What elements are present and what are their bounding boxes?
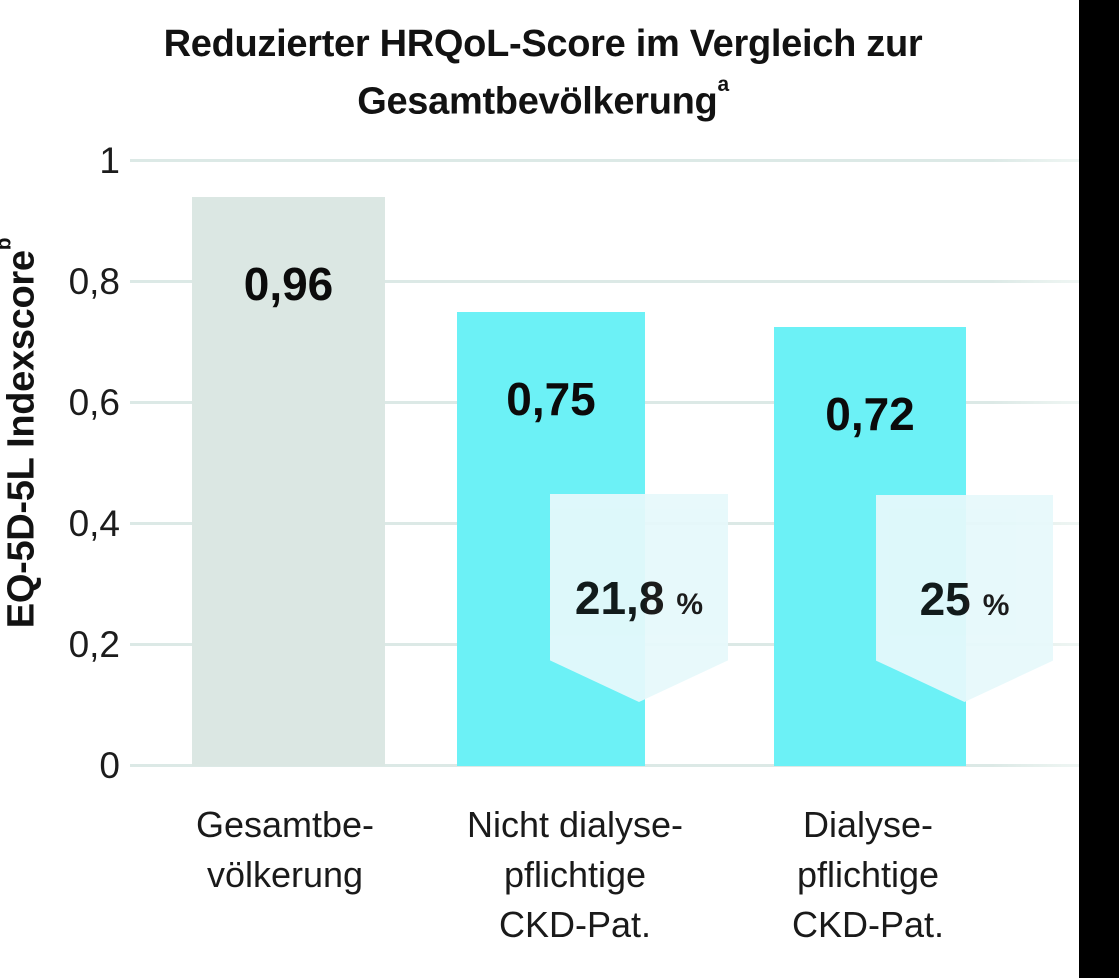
gridline (130, 280, 1088, 283)
y-axis-title: EQ-5D-5L Indexscoreb (0, 238, 44, 628)
y-tick-label: 0,8 (68, 261, 120, 302)
x-axis-label-dialysepflichtige: Dialyse- pflichtige CKD-Pat. (791, 804, 945, 945)
chart-title: Reduzierter HRQoL-Score im Vergleich zur… (0, 20, 1086, 127)
reduction-percentage: 21,8% (575, 571, 703, 625)
y-tick-label: 1 (99, 140, 120, 181)
reduction-badge-nicht-dialyse: 21,8% (550, 494, 728, 702)
y-tick-label: 0,4 (68, 503, 120, 544)
x-axis-label-nicht-dialysepflichtige: Nicht dialyse- pflichtige CKD-Pat. (466, 804, 684, 945)
bar-value-label: 0,96 (243, 258, 334, 310)
chart-title-line-1: Reduzierter HRQoL-Score im Vergleich zur (163, 23, 923, 65)
y-axis-footnote-marker: b (0, 238, 15, 250)
percent-sign: % (676, 588, 704, 621)
percent-sign: % (982, 588, 1010, 622)
bar-value-label: 0,75 (506, 373, 596, 425)
chart-title-line-2: Gesamtbevölkerunga (357, 72, 729, 123)
bar-value-label: 0,72 (825, 388, 915, 440)
reduction-percentage: 25% (920, 572, 1010, 626)
y-tick-label: 0,2 (68, 624, 120, 665)
bar-dialysepflichtige-ckd: 0,72 (774, 327, 966, 766)
right-black-strip (1079, 0, 1119, 978)
reduction-badge-dialyse: 25% (876, 495, 1053, 702)
y-tick-label: 0,6 (68, 382, 120, 423)
badge-number: 21,8 (574, 572, 665, 624)
y-tick-label: 0 (99, 745, 120, 786)
x-axis-label-gesamtbevoelkerung: Gesamtbe- völkerung (195, 804, 375, 895)
badge-number: 25 (919, 572, 971, 625)
title-footnote-marker: a (717, 72, 729, 96)
bar-gesamtbevoelkerung: 0,96 (192, 197, 385, 766)
gridline (130, 159, 1088, 162)
